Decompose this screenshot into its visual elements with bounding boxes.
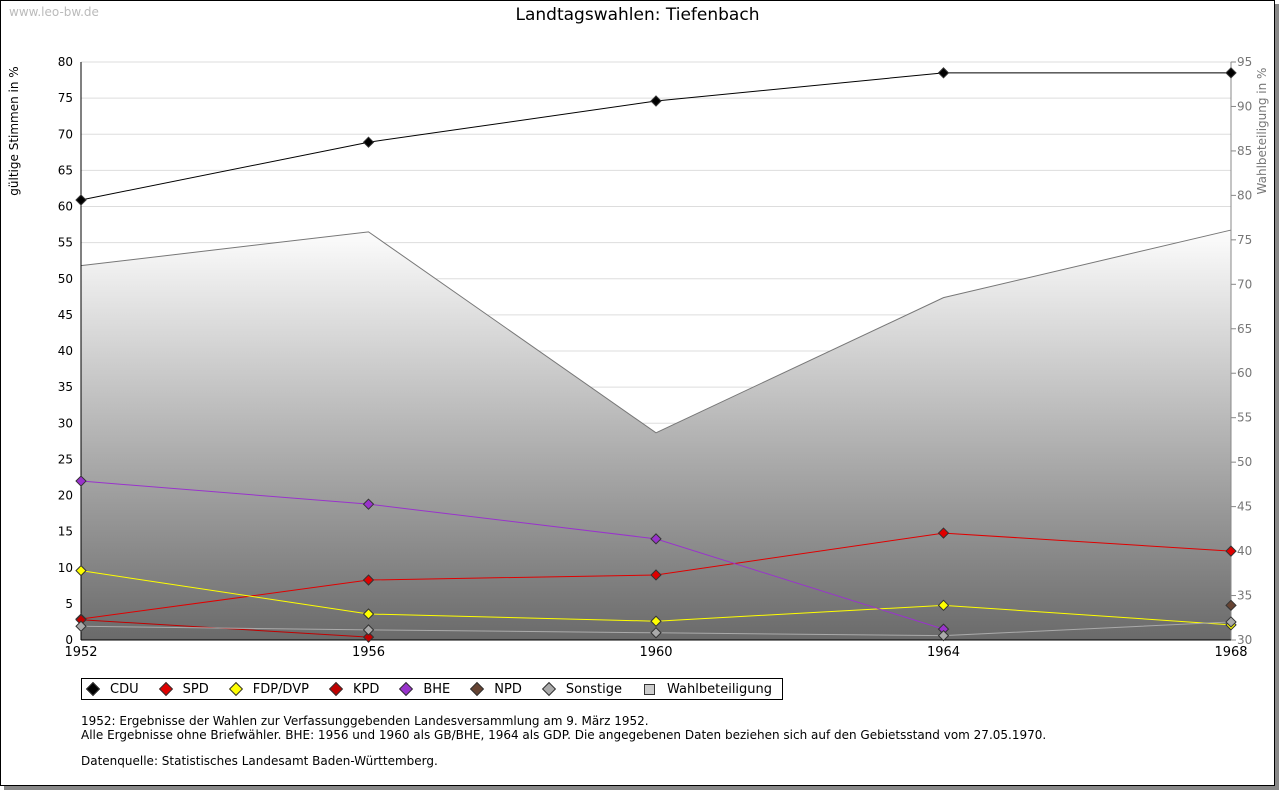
y-tick-label: 20 [58,489,73,503]
y2-tick-label: 50 [1237,455,1252,469]
data-point-CDU [1225,67,1237,79]
y2-axis-title: Wahlbeteiligung in % [1255,68,1269,195]
y-axis-title: gültige Stimmen in % [7,66,21,195]
legend-item: CDU [85,681,139,697]
chart-plot: 0 5 10 15 20 25 30 35 40 45 50 55 60 65 70 75 80 30 35 40 45… [7,55,1269,660]
y-tick-label: 70 [58,127,73,141]
legend-marker-icon [228,681,243,697]
y-tick-label: 30 [58,416,73,430]
x-tick-label: 1956 [352,645,385,660]
y-tick-label: 45 [58,308,73,322]
y-tick-label: 55 [58,236,73,250]
legend-marker-icon [470,681,485,697]
data-point-FDP/DVP [650,615,662,627]
legend-label: CDU [110,681,139,697]
data-point-Sonstige [650,627,662,639]
data-point-FDP/DVP [362,608,375,620]
legend-item: Sonstige [541,681,623,697]
data-point-SPD [362,574,375,586]
legend-label: KPD [352,681,380,697]
y2-tick-label: 90 [1237,99,1252,113]
legend-label: BHE [423,681,451,697]
data-point-SPD [650,569,662,581]
legend-item: BHE [399,681,451,697]
y-tick-label: 35 [58,380,73,394]
legend-item: SPD [158,681,209,697]
data-point-SPD [937,527,950,539]
y-tick-label: 10 [58,561,73,575]
legend-label: Wahlbeteiligung [667,681,773,697]
y-tick-label: 15 [58,525,73,539]
y-tick-label: 25 [58,452,73,466]
y-tick-label: 0 [65,633,73,647]
y2-tick-label: 60 [1237,366,1252,380]
y2-tick-label: 95 [1237,55,1252,69]
legend-marker-icon [328,681,344,697]
series-line-CDU [80,72,1231,201]
y2-tick-label: 75 [1237,233,1252,247]
y-tick-label: 50 [58,272,73,286]
chart-title: Landtagswahlen: Tiefenbach [515,5,760,25]
y2-tick-label: 65 [1237,322,1252,336]
y2-tick-label: 35 [1237,589,1252,603]
watermark: www.leo-bw.de [9,5,99,19]
data-point-Sonstige [1225,616,1237,628]
data-point-NPD [1225,599,1237,612]
series-line-BHE [80,480,944,630]
data-point-Sonstige [75,620,87,632]
data-point-SPD [1225,545,1237,557]
legend-label: SPD [182,681,209,697]
y2-tick-label: 80 [1237,188,1252,202]
y2-tick-label: 70 [1237,277,1252,291]
y-tick-label: 40 [58,344,73,358]
x-tick-label: 1960 [639,645,672,660]
legend-item: NPD [470,681,522,697]
legend-label: FDP/DVP [252,681,309,697]
data-point-BHE [650,533,662,545]
x-tick-label: 1968 [1214,645,1247,660]
data-point-CDU [937,67,950,79]
legend-label: Sonstige [565,681,623,697]
legend-marker-icon [85,681,101,697]
data-point-FDP/DVP [937,599,950,612]
data-point-BHE [75,475,87,487]
data-point-CDU [650,95,662,107]
y2-tick-label: 85 [1237,144,1252,158]
y2-tick-label: 40 [1237,544,1252,558]
data-point-Sonstige [937,629,950,642]
data-point-FDP/DVP [75,564,87,577]
data-point-BHE [362,498,375,510]
legend: CDU SPD FDP/DVP KPD BHE NPD Sonstige Wahlbeteil… [81,678,784,700]
x-tick-label: 1952 [64,645,97,660]
y2-tick-label: 55 [1237,411,1252,425]
note-1952: 1952: Ergebnisse der Wahlen zur Verfassu… [81,714,649,728]
legend-label: NPD [494,681,522,697]
y-tick-label: 75 [58,91,73,105]
legend-item: Wahlbeteiligung [644,682,772,697]
note-source: Datenquelle: Statistisches Landesamt Bad… [81,754,438,768]
legend-marker-icon [541,681,556,697]
y-tick-label: 80 [58,55,73,69]
x-tick-label: 1964 [927,645,960,660]
y-tick-label: 5 [65,597,73,611]
data-point-CDU [75,194,87,206]
y-tick-label: 60 [58,200,73,214]
legend-item: KPD [328,681,380,697]
legend-marker-icon [158,681,173,697]
data-point-KPD [362,631,375,643]
y2-tick-label: 45 [1237,500,1252,514]
note-general: Alle Ergebnisse ohne Briefwähler. BHE: 1… [81,728,1047,742]
data-point-CDU [362,136,375,148]
turnout-line [80,229,1232,434]
legend-marker-icon [644,683,656,695]
legend-marker-icon [399,681,414,697]
data-point-Sonstige [362,624,375,636]
legend-item: FDP/DVP [228,681,309,697]
y2-tick-label: 30 [1237,633,1252,647]
y-tick-label: 65 [58,163,73,177]
